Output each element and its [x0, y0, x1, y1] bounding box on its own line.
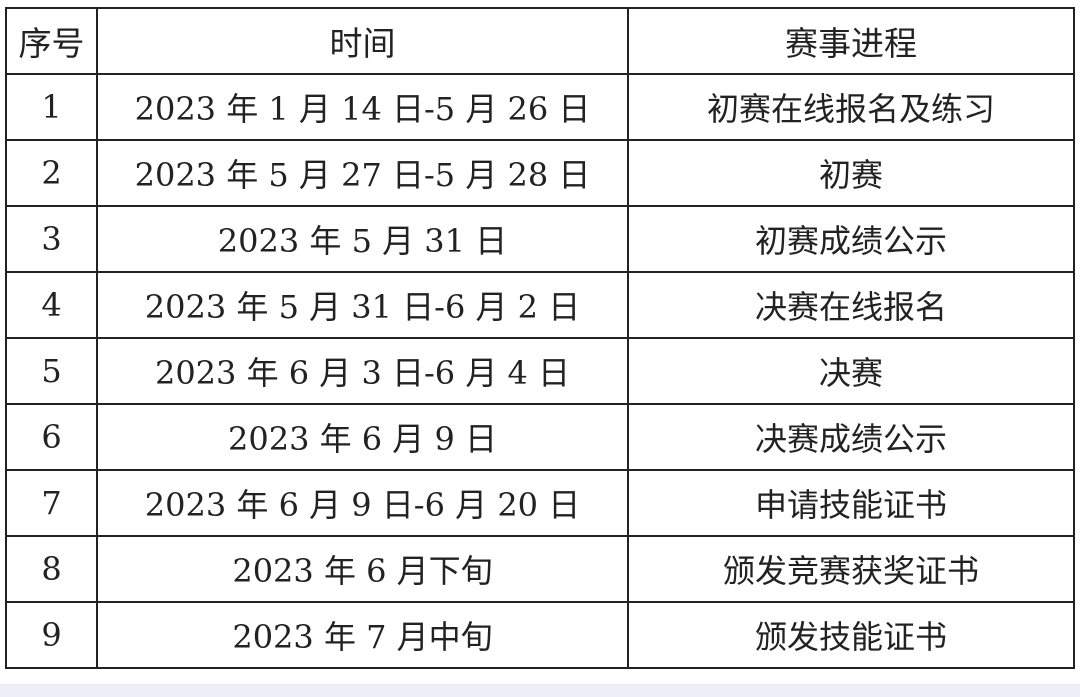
cell-stage: 初赛: [627, 139, 1075, 207]
cell-time: 2023 年 6 月 9 日-6 月 20 日: [96, 469, 629, 537]
cell-time: 2023 年 5 月 31 日-6 月 2 日: [96, 271, 629, 339]
table-row: 8 2023 年 6 月下旬 颁发竞赛获奖证书: [5, 535, 1075, 603]
table-row: 7 2023 年 6 月 9 日-6 月 20 日申请技能证书: [5, 469, 1075, 537]
cell-stage: 初赛在线报名及练习: [627, 73, 1075, 141]
cell-index: 9: [5, 601, 98, 669]
cell-stage: 颁发技能证书: [627, 601, 1075, 669]
cell-index: 4: [5, 271, 98, 339]
schedule-table: 序号 时间 赛事进程 1 2023 年 1 月 14 日-5 月 26 日初赛在线…: [5, 7, 1075, 669]
cell-stage: 决赛: [627, 337, 1075, 405]
table-row: 9 2023 年 7 月中旬 颁发技能证书: [5, 601, 1075, 669]
cell-time: 2023 年 5 月 27 日-5 月 28 日: [96, 139, 629, 207]
cell-time: 2023 年 6 月下旬: [96, 535, 629, 603]
bottom-strip: [0, 684, 1080, 697]
cell-stage: 决赛在线报名: [627, 271, 1075, 339]
table-row: 6 2023 年 6 月 9 日决赛成绩公示: [5, 403, 1075, 471]
cell-index: 6: [5, 403, 98, 471]
cell-index: 2: [5, 139, 98, 207]
cell-index: 1: [5, 73, 98, 141]
header-stage: 赛事进程: [627, 7, 1075, 75]
cell-stage: 申请技能证书: [627, 469, 1075, 537]
cell-stage: 颁发竞赛获奖证书: [627, 535, 1075, 603]
cell-index: 3: [5, 205, 98, 273]
cell-time: 2023 年 6 月 9 日: [96, 403, 629, 471]
cell-index: 5: [5, 337, 98, 405]
header-row: 序号 时间 赛事进程: [5, 7, 1075, 75]
table-row: 3 2023 年 5 月 31 日初赛成绩公示: [5, 205, 1075, 273]
cell-time: 2023 年 1 月 14 日-5 月 26 日: [96, 73, 629, 141]
cell-stage: 决赛成绩公示: [627, 403, 1075, 471]
header-index: 序号: [5, 7, 98, 75]
table-row: 2 2023 年 5 月 27 日-5 月 28 日初赛: [5, 139, 1075, 207]
cell-time: 2023 年 6 月 3 日-6 月 4 日: [96, 337, 629, 405]
table-row: 4 2023 年 5 月 31 日-6 月 2 日决赛在线报名: [5, 271, 1075, 339]
cell-index: 8: [5, 535, 98, 603]
table-row: 1 2023 年 1 月 14 日-5 月 26 日初赛在线报名及练习: [5, 73, 1075, 141]
header-time: 时间: [96, 7, 629, 75]
cell-index: 7: [5, 469, 98, 537]
cell-time: 2023 年 5 月 31 日: [96, 205, 629, 273]
table-row: 5 2023 年 6 月 3 日-6 月 4 日决赛: [5, 337, 1075, 405]
cell-stage: 初赛成绩公示: [627, 205, 1075, 273]
cell-time: 2023 年 7 月中旬: [96, 601, 629, 669]
